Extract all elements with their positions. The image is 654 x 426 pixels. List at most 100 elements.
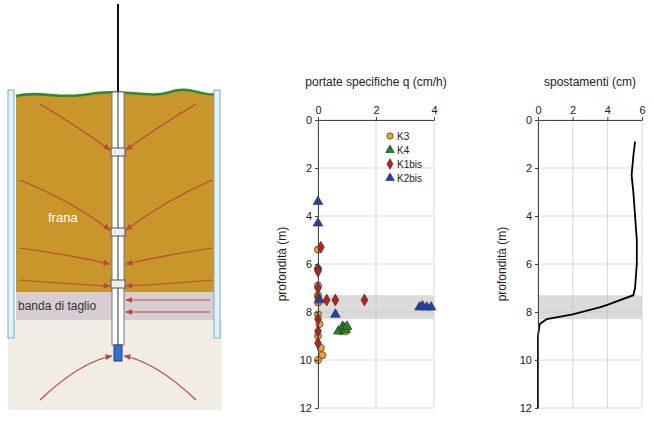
chart-panel: 0246024681012spostamenti (cm)profondità … bbox=[495, 75, 646, 414]
tick-mark bbox=[315, 408, 318, 409]
tick-mark bbox=[642, 117, 643, 120]
tick-mark bbox=[535, 168, 538, 169]
axis-line bbox=[538, 121, 539, 409]
tick-label: 4 bbox=[605, 104, 611, 116]
tick: 6 bbox=[639, 104, 645, 120]
grid-line-y bbox=[318, 360, 434, 361]
tick-mark bbox=[607, 117, 608, 120]
y-axis: 0 2 4 6 8 10 12 bbox=[520, 114, 539, 414]
legend: K3 K4 K1bis K2bis bbox=[386, 131, 422, 184]
tick: 4 bbox=[306, 210, 318, 222]
sensor bbox=[114, 345, 122, 361]
grid-line-y bbox=[538, 216, 642, 217]
legend-label: K1bis bbox=[397, 159, 422, 170]
tick: 0 bbox=[526, 114, 538, 126]
tube-joint bbox=[111, 148, 125, 156]
tick-label: 12 bbox=[520, 402, 532, 414]
data-point bbox=[323, 294, 330, 306]
plot-area bbox=[538, 142, 642, 408]
tick-label: 2 bbox=[570, 104, 576, 116]
tick-label: 2 bbox=[526, 162, 532, 174]
y-axis: 024681012 bbox=[300, 114, 319, 414]
data-point bbox=[331, 309, 341, 317]
grid-line-y bbox=[538, 168, 642, 169]
x-axis: 0 2 4 6 bbox=[535, 104, 645, 121]
flow-arrow bbox=[40, 356, 112, 400]
x-axis-title: portate specifiche q (cm/h) bbox=[305, 75, 446, 89]
tick-mark bbox=[376, 117, 377, 120]
grid-line-y bbox=[538, 120, 642, 121]
grid-line-y bbox=[318, 216, 434, 217]
tick-mark bbox=[535, 360, 538, 361]
legend-label: K4 bbox=[397, 145, 410, 156]
tick-label: 4 bbox=[431, 104, 437, 116]
x-axis-title: spostamenti (cm) bbox=[544, 75, 636, 89]
flow-arrow bbox=[126, 280, 212, 286]
tick-label: 4 bbox=[526, 210, 532, 222]
flow-arrow bbox=[20, 280, 110, 286]
grid-line-y bbox=[538, 360, 642, 361]
flow-arrow bbox=[20, 248, 110, 264]
tick: 0 bbox=[535, 104, 541, 120]
tick: 2 bbox=[373, 104, 379, 120]
legend-label: K3 bbox=[397, 131, 410, 142]
tick-mark bbox=[315, 360, 318, 361]
borehole-axis bbox=[118, 92, 119, 345]
tick-mark bbox=[535, 216, 538, 217]
flow-arrow bbox=[126, 104, 196, 150]
diagram: frana banda di taglio bbox=[8, 4, 222, 410]
chart-panel: 024024681012portate specifiche q (cm/h)p… bbox=[275, 75, 447, 414]
borehole-cable bbox=[117, 4, 119, 95]
tick-label: 8 bbox=[306, 306, 312, 318]
grid-line-y bbox=[538, 408, 642, 409]
tick-mark bbox=[538, 117, 539, 120]
tick-mark bbox=[535, 264, 538, 265]
tick: 10 bbox=[300, 354, 318, 366]
tick: 8 bbox=[526, 306, 538, 318]
landslide-label: frana bbox=[48, 210, 78, 225]
tick-mark bbox=[535, 408, 538, 409]
flow-arrow bbox=[126, 180, 212, 230]
tube-joint bbox=[111, 280, 125, 288]
tick-label: 10 bbox=[300, 354, 312, 366]
tick: 2 bbox=[306, 162, 318, 174]
flow-arrow bbox=[124, 356, 196, 400]
tick-label: 2 bbox=[306, 162, 312, 174]
inclinometer-tube bbox=[8, 90, 14, 338]
tick-mark bbox=[318, 117, 319, 120]
tick-mark bbox=[535, 312, 538, 313]
tick: 4 bbox=[431, 104, 437, 120]
flow-arrow bbox=[20, 180, 110, 230]
flow-arrow bbox=[40, 104, 110, 150]
data-point bbox=[426, 302, 436, 310]
axis-line bbox=[539, 120, 643, 121]
legend-label: K2bis bbox=[397, 173, 422, 184]
tick-mark bbox=[315, 216, 318, 217]
tick-mark bbox=[573, 117, 574, 120]
flow-arrow bbox=[126, 299, 210, 300]
axis-line bbox=[318, 121, 319, 409]
data-point bbox=[332, 294, 339, 306]
tick: 10 bbox=[520, 354, 538, 366]
grid-line-y bbox=[318, 264, 434, 265]
tick-mark bbox=[315, 312, 318, 313]
legend-symbol bbox=[387, 159, 393, 170]
tick: 6 bbox=[306, 258, 318, 270]
flow-arrow bbox=[126, 248, 212, 264]
tick-label: 6 bbox=[639, 104, 645, 116]
tick-label: 6 bbox=[526, 258, 532, 270]
tick-label: 0 bbox=[535, 104, 541, 116]
grid-line-y bbox=[538, 264, 642, 265]
tick-label: 2 bbox=[373, 104, 379, 116]
shear-band-label: banda di taglio bbox=[18, 299, 96, 313]
axis-line bbox=[319, 120, 435, 121]
tick-mark bbox=[315, 168, 318, 169]
grid-line-y bbox=[318, 408, 434, 409]
shear-band bbox=[538, 295, 642, 319]
legend-symbol bbox=[386, 173, 395, 180]
y-axis-title: profondità (m) bbox=[275, 227, 289, 302]
tick: 2 bbox=[526, 162, 538, 174]
tick-label: 12 bbox=[300, 402, 312, 414]
tick-label: 6 bbox=[306, 258, 312, 270]
inclinometer-tube bbox=[214, 90, 220, 338]
